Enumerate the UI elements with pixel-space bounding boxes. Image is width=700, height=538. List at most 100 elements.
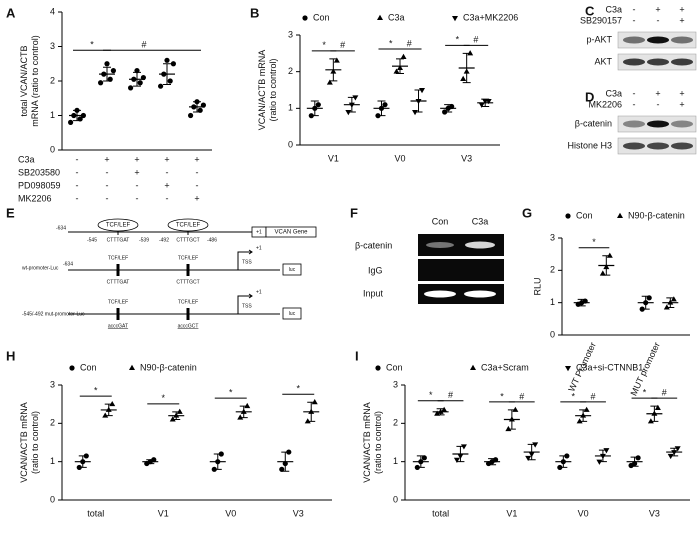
y-tick-label: 0 [288,139,293,149]
significance-label: * [429,390,433,400]
error-bar [456,445,465,463]
condition-sign: + [164,180,169,190]
y-tick-label: 1 [393,456,398,466]
panel-letter: E [6,205,15,220]
error-bar [396,58,404,74]
error-bar [414,89,423,113]
y-axis-label: (ratio to control) [268,58,278,121]
legend-marker [565,366,571,372]
column-label: C3a [472,216,489,226]
condition-sign: - [166,193,169,203]
point [128,85,134,91]
lane-sign: + [679,99,684,109]
error-bar [602,255,611,276]
significance-label: * [94,386,98,396]
lane-sign: + [679,4,684,14]
error-bar [462,52,471,84]
blot-band [647,120,669,128]
lane-sign: + [655,4,660,14]
significance-label: * [389,38,393,48]
point [167,78,173,84]
error-bar [347,96,356,113]
point [606,252,613,258]
lane-label: C3a [605,4,622,14]
condition-sign: - [136,193,139,203]
legend-marker [565,213,571,219]
site-mark [116,308,120,320]
condition-sign: - [196,167,199,177]
row-label: β-catenin [355,240,392,250]
legend-label: Con [386,362,403,372]
panel-letter: A [6,5,16,20]
y-tick-label: 4 [50,6,55,16]
y-tick-label: 2 [550,265,555,275]
lane-sign: - [633,99,636,109]
panel-letter: B [250,5,259,20]
error-bar [78,455,87,468]
error-bar [329,58,338,82]
blot-label: p-AKT [586,34,612,44]
x-tick-label: V3 [293,508,304,518]
coord: -634 [63,261,73,267]
blot-band [671,36,693,44]
point [647,418,654,424]
point [244,402,251,409]
significance-label: * [592,237,596,247]
legend-label: Con [80,362,97,372]
point [98,80,104,86]
error-bar [666,297,675,309]
significance-label: * [322,40,326,50]
site-label: TCF/LEF [178,255,198,261]
blot-band [623,120,645,128]
site-label: TCF/LEF [108,255,128,261]
panel-letter: D [585,89,594,104]
y-tick-label: 0 [50,144,55,154]
point [674,446,681,452]
point [441,406,448,412]
error-bar [444,104,453,113]
panel-letter: H [6,348,15,363]
lane-sign: - [657,99,660,109]
y-tick-label: 1 [550,297,555,307]
blot-band [671,120,693,128]
blot-band [647,58,669,66]
seq: acccGAT [108,323,128,329]
blot-band [623,142,645,150]
point [667,453,674,460]
point [158,83,164,89]
panel-letter: F [350,205,358,220]
point [583,406,590,412]
error-bar [193,101,201,113]
point [485,99,492,105]
condition-sign: - [76,180,79,190]
tss-plus: +1 [256,229,262,235]
error-bar [307,401,316,422]
error-bar [436,408,445,416]
y-tick-label: 3 [50,41,55,51]
y-tick-label: 2 [288,66,293,76]
site-label: TCF/LEF [176,223,201,229]
column-label: Con [432,216,449,226]
coord: -492 [159,237,169,243]
y-tick-label: 0 [393,494,398,504]
point [326,79,333,85]
point [164,57,170,63]
error-bar [104,403,113,417]
x-tick-label: V0 [394,153,405,163]
y-axis-label: VCAN/ACTB mRNA [362,402,372,483]
point [333,57,340,63]
error-bar [239,405,248,419]
x-tick-label: V0 [578,508,589,518]
significance-label: # [519,391,524,401]
blot-band [623,36,645,44]
error-bar [630,456,639,467]
point [352,95,359,101]
condition-sign: - [196,180,199,190]
point [237,414,244,420]
point [635,455,641,461]
point [311,399,318,405]
significance-label: * [90,40,94,50]
x-tick-label: V0 [225,508,236,518]
coord: -545 [87,237,97,243]
seq: CTTTGAT [107,279,130,285]
